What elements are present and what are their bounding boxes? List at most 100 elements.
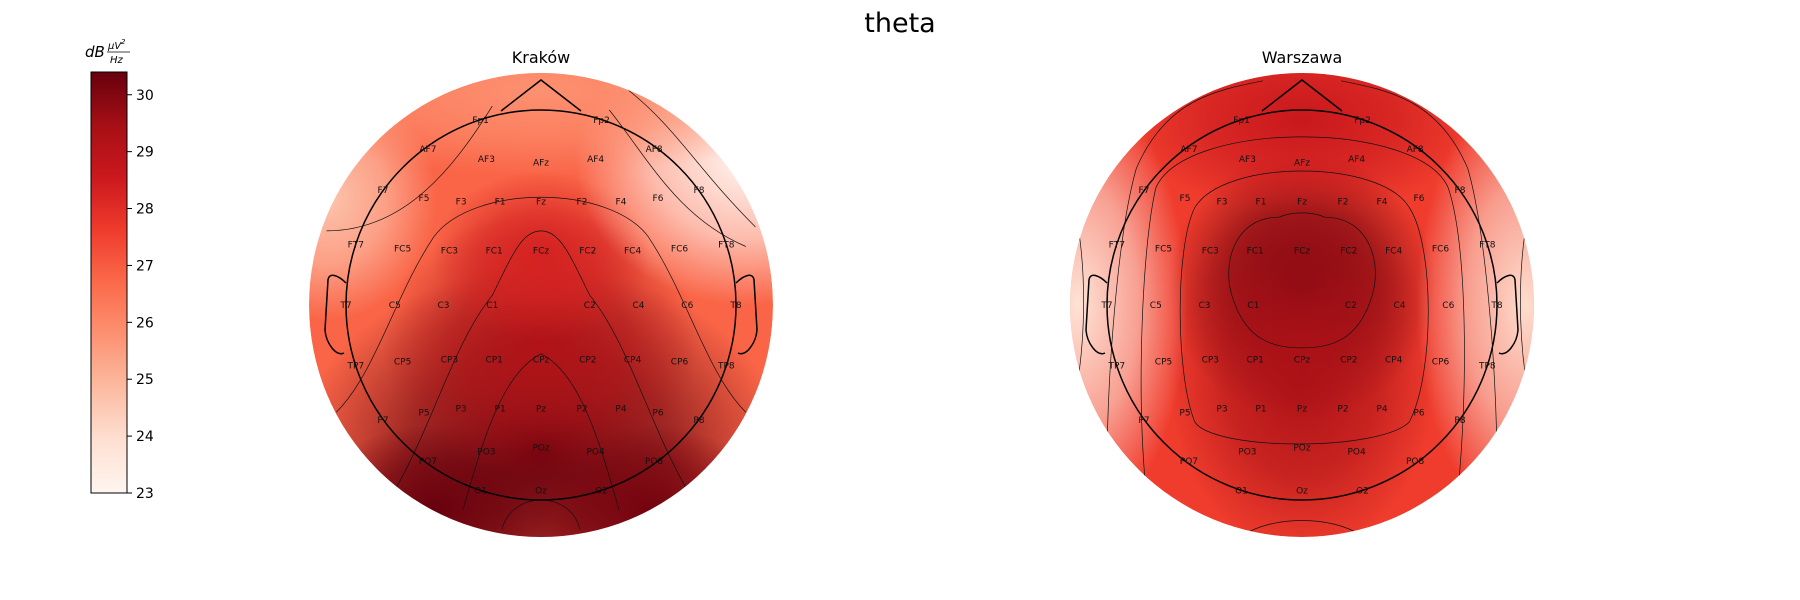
electrode-label: POz	[532, 443, 550, 453]
electrode-label: CP2	[579, 356, 596, 366]
electrode-label: C3	[437, 301, 449, 311]
electrode-label: F1	[1256, 198, 1267, 208]
electrode-label: F7	[378, 186, 389, 196]
electrode-label: FCz	[533, 246, 549, 256]
colorbar-ticks: 23 24 25 26 27 28 29 30	[127, 88, 154, 502]
topomap-shading	[217, 76, 436, 320]
electrode-label: P1	[1255, 404, 1266, 414]
electrode-label: C6	[681, 301, 693, 311]
colorbar-tick-label: 24	[136, 429, 154, 445]
electrode-label: CPz	[533, 356, 550, 366]
electrode-label: FC6	[1432, 244, 1449, 254]
electrode-label: C5	[1150, 301, 1162, 311]
electrode-label: P1	[495, 404, 506, 414]
electrode-label: T8	[729, 301, 741, 311]
electrode-label: Fp2	[1354, 116, 1371, 126]
colorbar-unit-label: dB μV 2 Hz	[85, 38, 130, 66]
electrode-label: PO4	[586, 447, 605, 457]
electrode-label: AFz	[533, 159, 549, 169]
electrode-label: CP5	[1155, 358, 1172, 368]
electrode-label: FC3	[1202, 246, 1219, 256]
colorbar-tick-label: 27	[136, 258, 154, 274]
electrode-label: AF4	[587, 155, 604, 165]
colorbar-unit-exponent: 2	[121, 38, 126, 46]
electrode-label: AF4	[1348, 155, 1365, 165]
electrode-label: FT8	[718, 241, 735, 251]
electrode-label: C4	[632, 301, 644, 311]
colorbar-tick-label: 29	[136, 145, 154, 161]
electrode-label: PO3	[1238, 447, 1256, 457]
electrode-label: Fz	[536, 198, 546, 208]
electrode-label: FT7	[348, 241, 364, 251]
electrode-label: P3	[456, 404, 467, 414]
colorbar-unit-denominator: Hz	[110, 55, 124, 66]
electrode-label: F8	[1455, 186, 1466, 196]
electrode-label: P6	[1413, 408, 1424, 418]
electrode-label: F8	[694, 186, 705, 196]
electrode-label: F3	[1217, 198, 1228, 208]
electrode-label: TP8	[717, 361, 735, 371]
electrode-label: PO8	[645, 457, 664, 467]
electrode-label: PO4	[1347, 447, 1366, 457]
electrode-label: O2	[595, 486, 608, 496]
electrode-label: C2	[584, 301, 596, 311]
electrode-label: CP4	[1385, 356, 1403, 366]
colorbar: dB μV 2 Hz 23 24 25 26 27 28 29 30	[85, 38, 154, 502]
electrode-label: CP1	[1246, 356, 1263, 366]
electrode-label: O1	[1235, 486, 1248, 496]
colorbar-tick-label: 26	[136, 315, 154, 331]
electrode-label: Pz	[1297, 404, 1307, 414]
electrode-label: Fp2	[593, 116, 610, 126]
electrode-label: FCz	[1294, 246, 1310, 256]
electrode-label: PO7	[1180, 457, 1198, 467]
electrode-label: FT7	[1109, 241, 1125, 251]
electrode-label: F3	[456, 198, 467, 208]
electrode-label: P4	[1376, 404, 1387, 414]
panel-title-krakow: Kraków	[512, 48, 570, 67]
electrode-label: FC4	[624, 246, 641, 256]
electrode-label: FC1	[1247, 246, 1264, 256]
electrode-label: CP1	[485, 356, 502, 366]
electrode-label: P4	[615, 404, 626, 414]
electrode-label: FT8	[1479, 241, 1496, 251]
electrode-label: P2	[1337, 404, 1348, 414]
electrode-label: P2	[576, 404, 587, 414]
electrode-label: AF7	[1180, 145, 1197, 155]
colorbar-tick-label: 28	[136, 202, 154, 218]
electrode-label: Pz	[536, 404, 546, 414]
electrode-label: F6	[653, 194, 664, 204]
electrode-label: PO7	[419, 457, 437, 467]
electrode-label: F1	[495, 198, 506, 208]
electrode-label: F2	[1338, 198, 1349, 208]
electrode-label: Fp1	[1233, 116, 1250, 126]
electrode-label: FC2	[1340, 246, 1357, 256]
electrode-label: P7	[1138, 416, 1149, 426]
topomap-shading	[1168, 190, 1436, 556]
electrode-label: C1	[1247, 301, 1259, 311]
electrode-label: C6	[1442, 301, 1454, 311]
colorbar-unit-main: dB	[85, 43, 105, 61]
electrode-label: F2	[577, 198, 588, 208]
electrode-label: CP5	[394, 358, 411, 368]
electrode-label: POz	[1293, 443, 1311, 453]
electrode-label: F6	[1414, 194, 1425, 204]
electrode-label: P5	[1179, 408, 1190, 418]
electrode-label: Oz	[535, 486, 547, 496]
topomap-krakow: Kraków Fp1 Fp2AF7AF3 AFz AF4AF8F7F5 F3 F1 Fz F2…	[217, 5, 917, 600]
figure-title: theta	[864, 8, 935, 39]
electrode-label: T7	[339, 301, 351, 311]
electrode-label: TP7	[346, 361, 364, 371]
electrode-label: O1	[474, 486, 487, 496]
electrode-label: FC5	[1155, 244, 1172, 254]
electrode-label: CPz	[1294, 356, 1311, 366]
electrode-label: CP4	[624, 356, 642, 366]
electrode-label: AF3	[478, 155, 495, 165]
electrode-label: FC1	[486, 246, 503, 256]
electrode-label: Fz	[1297, 198, 1307, 208]
electrode-label: AFz	[1294, 159, 1310, 169]
electrode-label: F5	[1180, 194, 1191, 204]
electrode-label: CP6	[1432, 358, 1450, 368]
electrode-label: F7	[1139, 186, 1150, 196]
electrode-label: PO8	[1406, 457, 1425, 467]
electrode-label: AF7	[419, 145, 436, 155]
